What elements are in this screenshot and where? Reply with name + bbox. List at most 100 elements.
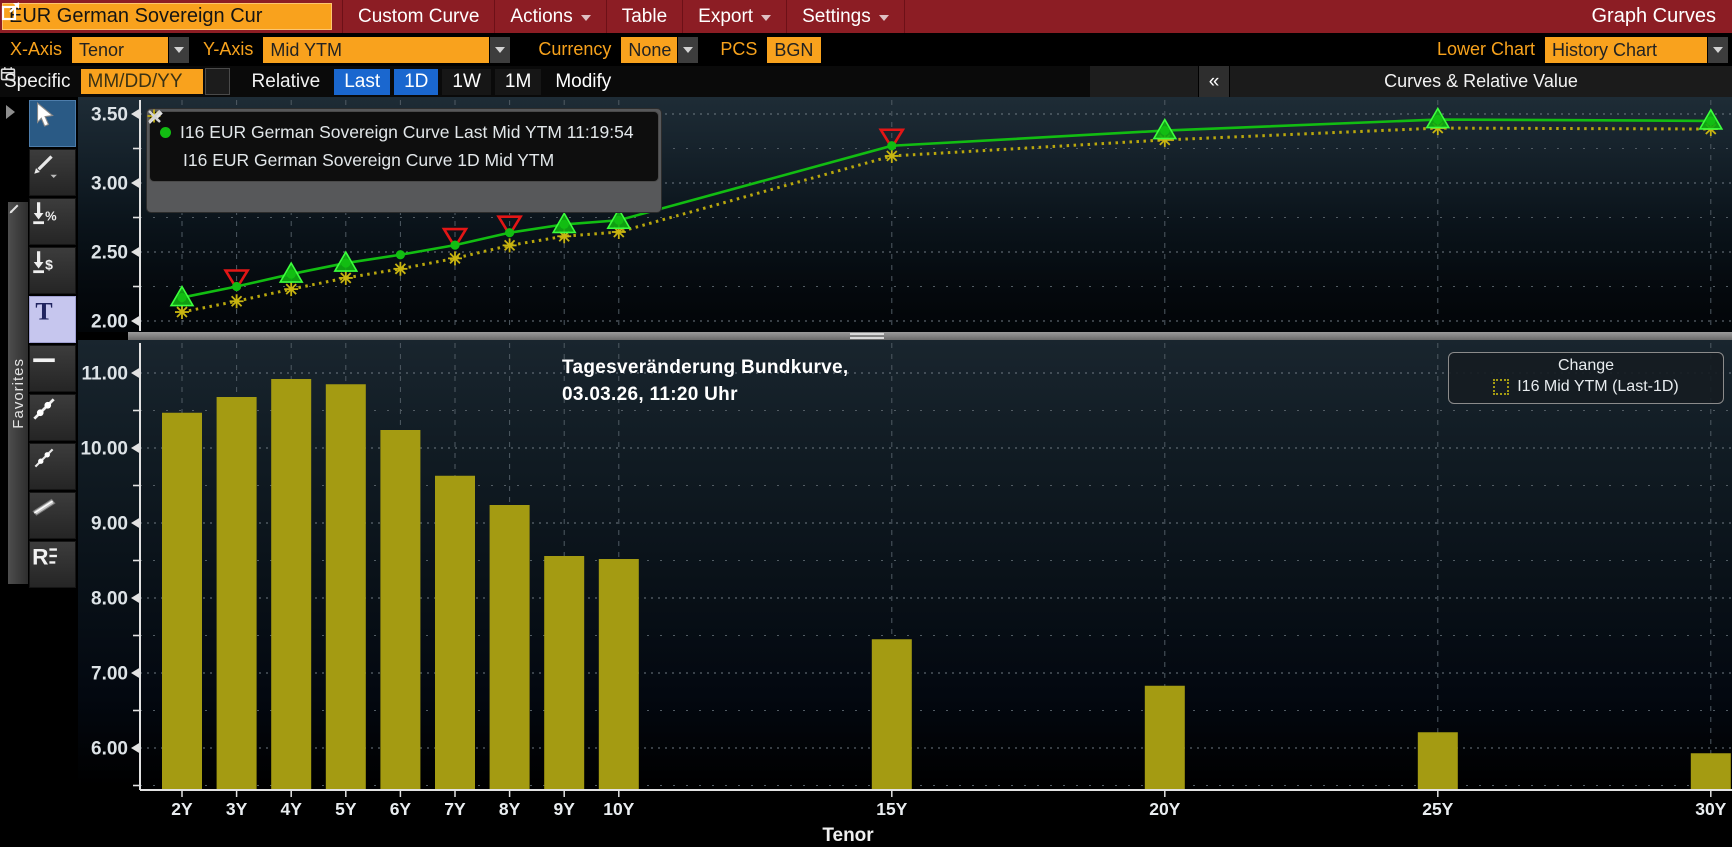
range-button-1w[interactable]: 1W	[442, 68, 491, 95]
chevron-down-icon[interactable]	[1708, 36, 1728, 63]
bar-3Y[interactable]	[216, 397, 257, 789]
chart-legend-popup[interactable]: I16 EUR German Sovereign Curve Last Mid …	[146, 108, 662, 213]
chart-splitter[interactable]	[128, 332, 1732, 340]
svg-text:6.00: 6.00	[91, 739, 128, 760]
data-point	[286, 269, 296, 279]
menu-custom-curve[interactable]: Custom Curve	[342, 0, 496, 33]
channel-tool[interactable]	[29, 492, 76, 539]
bar-20Y[interactable]	[1144, 685, 1185, 789]
bar-10Y[interactable]	[598, 559, 639, 789]
pcs-label: PCS	[720, 39, 758, 59]
x-tick-label: 8Y	[499, 799, 521, 819]
favorites-tab[interactable]: Favorites	[8, 202, 28, 584]
range-button-last[interactable]: Last	[334, 68, 391, 95]
menu-actions[interactable]: Actions	[495, 0, 607, 33]
bar-8Y[interactable]	[489, 505, 530, 789]
legend-entry-last[interactable]: I16 EUR German Sovereign Curve Last Mid …	[160, 118, 648, 146]
relative-label: Relative	[251, 70, 321, 92]
bar-5Y[interactable]	[325, 384, 366, 789]
drawing-toolbar: Favorites % $ T R	[0, 97, 78, 847]
bar-25Y[interactable]	[1417, 732, 1458, 789]
chevron-down-icon[interactable]	[169, 36, 190, 63]
legend-label: I16 EUR German Sovereign Curve Last Mid …	[180, 121, 634, 142]
svg-text:8.00: 8.00	[91, 589, 128, 610]
x-tick-label: 15Y	[876, 799, 907, 819]
security-input[interactable]: EUR German Sovereign Cur	[2, 3, 332, 30]
collapse-panel-button[interactable]: «	[1199, 66, 1230, 97]
bar-6Y[interactable]	[380, 430, 421, 789]
date-input[interactable]: MM/DD/YY	[80, 69, 203, 94]
date-toolbar: Specific MM/DD/YY Relative Last 1D 1W 1M Mod…	[0, 66, 1732, 97]
bar-15Y[interactable]	[871, 639, 912, 789]
svg-text:3.50: 3.50	[91, 105, 128, 126]
change-dollar-tool[interactable]: $	[29, 247, 76, 294]
menu-settings[interactable]: Settings	[787, 0, 905, 33]
menu-table[interactable]: Table	[607, 0, 684, 33]
change-bar-chart[interactable]: 6.00 7.00 8.00 9.00 10.00 11.00 2Y 3Y 4Y 5Y 6Y 7Y 8Y…	[78, 340, 1732, 847]
legend-label: I16 EUR German Sovereign Curve 1D Mid YT…	[183, 149, 555, 170]
range-button-group: Last 1D 1W 1M Modify	[334, 68, 621, 95]
chevron-down-icon[interactable]	[490, 36, 511, 63]
xaxis-label: X-Axis	[10, 39, 63, 59]
menu-label: Custom Curve	[358, 5, 480, 27]
data-point	[614, 215, 624, 225]
bar-30Y[interactable]	[1690, 753, 1731, 789]
panel-title: Curves & Relative Value	[1230, 66, 1732, 97]
change-percent-tool[interactable]: %	[29, 198, 76, 245]
regression-tool[interactable]: R	[29, 541, 76, 588]
specific-label: Specific	[4, 70, 71, 92]
expand-toolbar-icon[interactable]	[6, 105, 15, 119]
x-tick-label: 2Y	[171, 799, 193, 819]
series-last[interactable]	[169, 106, 1724, 307]
svg-text:9.00: 9.00	[91, 514, 128, 535]
pcs-value[interactable]: BGN	[767, 36, 822, 63]
horizontal-line-tool[interactable]	[29, 345, 76, 392]
splitter-grip[interactable]	[850, 333, 884, 339]
down-triangle-marker	[223, 269, 250, 291]
change-bars[interactable]	[162, 379, 1731, 789]
draw-tool[interactable]	[29, 149, 76, 196]
calendar-icon[interactable]	[0, 67, 230, 95]
asterisk-marker-swatch	[147, 109, 174, 167]
lower-chart-panel[interactable]: 6.00 7.00 8.00 9.00 10.00 11.00 2Y 3Y 4Y 5Y 6Y 7Y 8Y…	[78, 340, 1732, 847]
legend-title: Change	[1557, 357, 1615, 374]
range-button-1d[interactable]: 1D	[394, 68, 439, 95]
currency-select[interactable]: None	[621, 36, 699, 63]
menu-label: Export	[698, 5, 754, 27]
small-trendline-tool[interactable]	[29, 443, 76, 490]
range-button-1m[interactable]: 1M	[494, 68, 542, 95]
circle-marker-swatch	[160, 126, 171, 138]
data-point	[505, 228, 515, 238]
upper-chart-panel[interactable]: 2.00 2.50 3.00 3.50 I16 EUR German Sovereig…	[78, 97, 1732, 332]
bar-2Y[interactable]	[162, 412, 202, 789]
lower-chart-title: Tagesveränderung Bundkurve, 03.03.26, 11…	[562, 354, 849, 408]
chevron-down-icon[interactable]	[678, 36, 699, 63]
data-point	[450, 240, 460, 250]
menu-export[interactable]: Export	[683, 0, 788, 33]
yaxis-label: Y-Axis	[203, 39, 254, 59]
legend-entries: I16 EUR German Sovereign Curve Last Mid …	[147, 109, 659, 182]
xaxis-select[interactable]: Tenor	[72, 36, 190, 63]
data-point	[395, 250, 405, 260]
range-button-modify[interactable]: Modify	[555, 70, 612, 92]
trendline-tool[interactable]	[29, 394, 76, 441]
bar-9Y[interactable]	[544, 556, 585, 789]
menu-label: Settings	[802, 5, 871, 27]
down-triangle-marker	[441, 227, 469, 250]
tool-button-stack: % $ T R	[29, 100, 76, 588]
down-triangle-marker	[496, 215, 523, 238]
yaxis-select[interactable]: Mid YTM	[263, 36, 511, 63]
cursor-tool[interactable]	[29, 100, 76, 147]
yield-curve-chart[interactable]: 2.00 2.50 3.00 3.50	[78, 97, 1732, 332]
bar-4Y[interactable]	[271, 379, 312, 789]
svg-text:$: $	[45, 257, 53, 273]
bar-7Y[interactable]	[435, 475, 475, 789]
legend-entry-1d[interactable]: I16 EUR German Sovereign Curve 1D Mid YT…	[147, 109, 648, 174]
lower-chart-select[interactable]: History Chart	[1545, 36, 1728, 63]
data-point	[232, 281, 242, 292]
lower-chart-legend[interactable]: Change I16 Mid YTM (Last-1D)	[1448, 352, 1724, 404]
text-tool[interactable]: T	[29, 296, 76, 343]
x-tick-label: 25Y	[1422, 799, 1453, 819]
x-tick-label: 9Y	[553, 799, 575, 819]
upper-grid	[140, 100, 1732, 331]
